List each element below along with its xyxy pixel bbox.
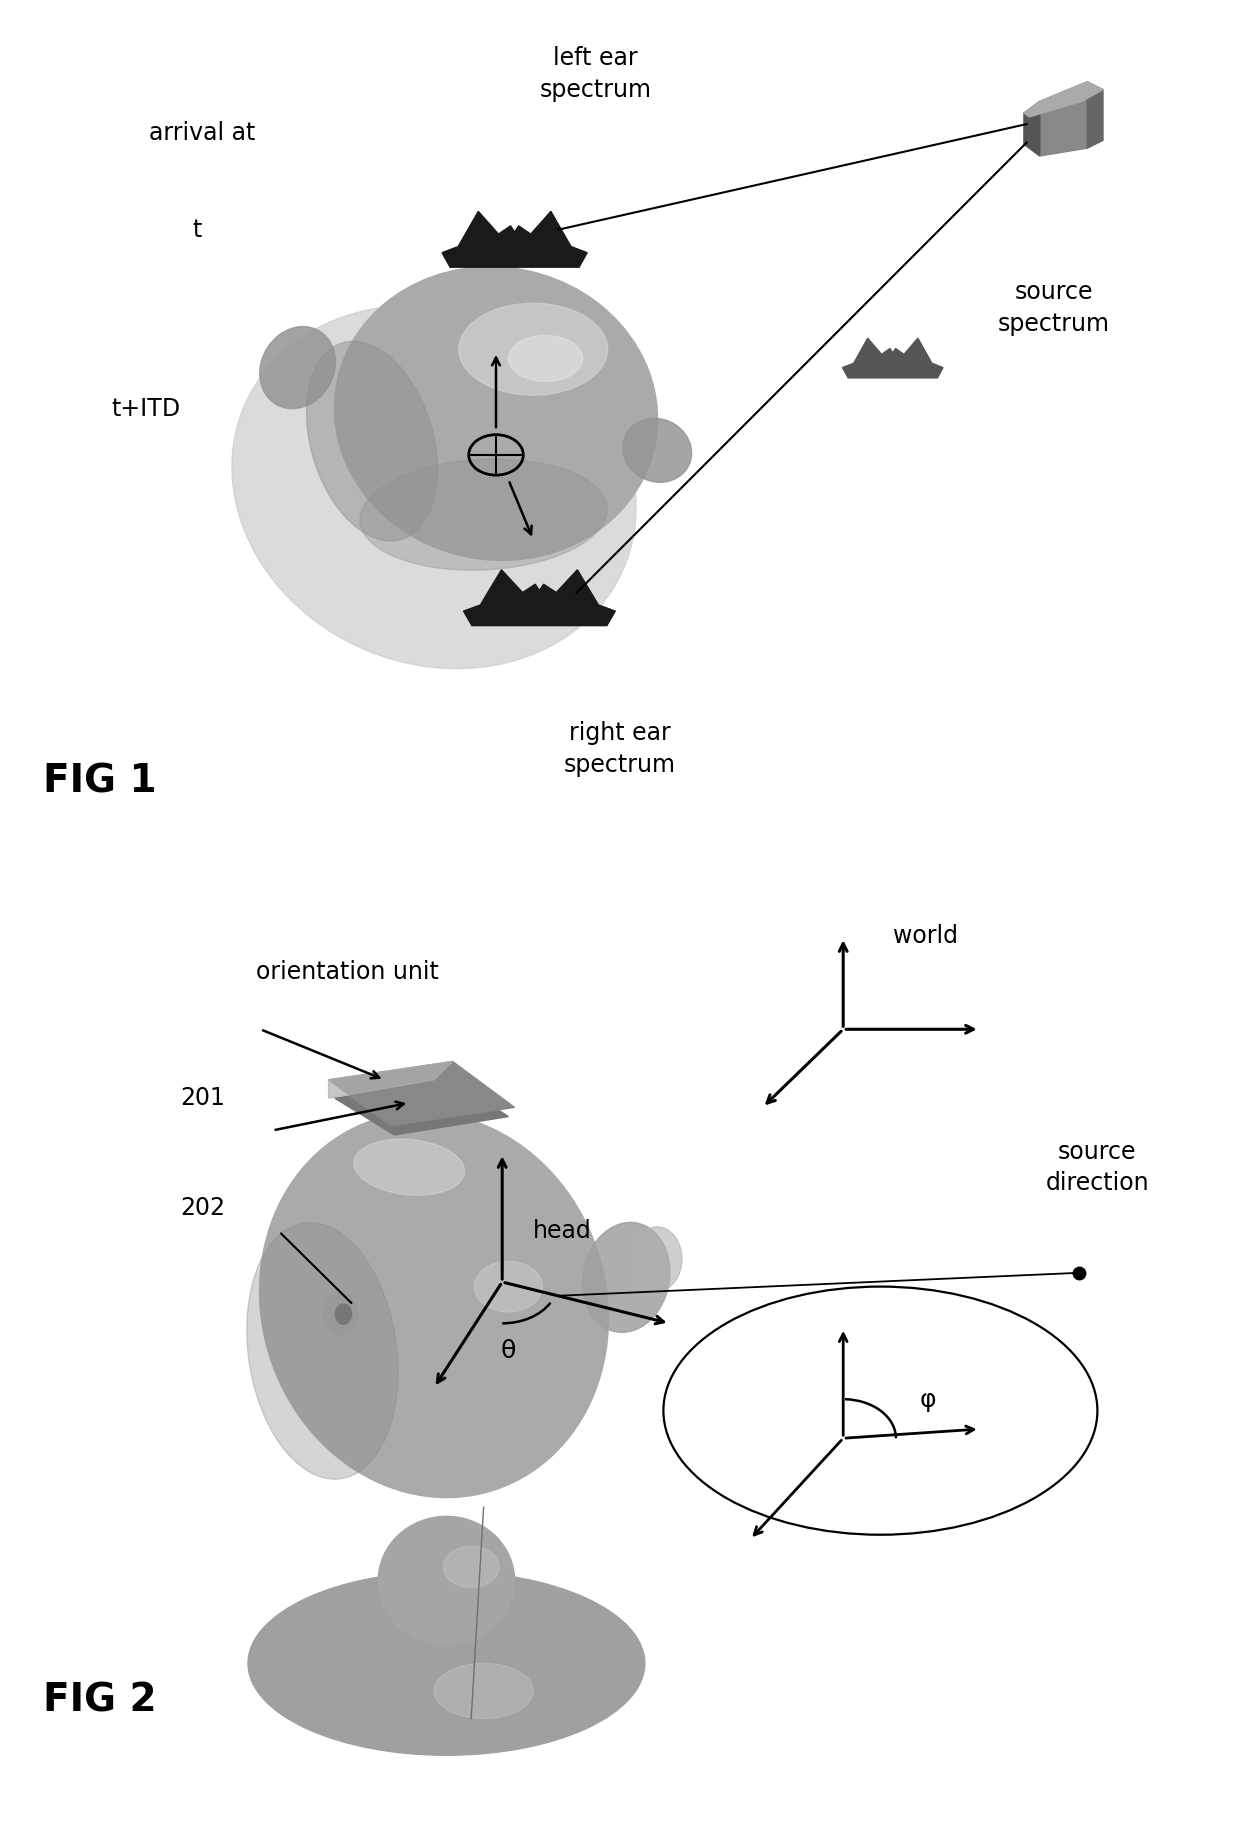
Ellipse shape [324,1294,358,1334]
Text: orientation unit: orientation unit [255,959,439,985]
Ellipse shape [353,1140,465,1195]
Ellipse shape [247,1222,398,1480]
Text: world: world [893,923,957,948]
Text: right ear
spectrum: right ear spectrum [564,720,676,777]
Ellipse shape [508,335,583,380]
Ellipse shape [335,1305,352,1323]
Polygon shape [464,610,615,625]
Text: θ: θ [501,1338,516,1364]
Polygon shape [335,1079,508,1134]
Text: t: t [192,217,202,243]
Ellipse shape [259,327,336,408]
Text: 201: 201 [180,1086,224,1110]
Ellipse shape [583,1222,670,1333]
Text: source
spectrum: source spectrum [998,279,1110,336]
Ellipse shape [335,267,657,561]
Ellipse shape [306,342,438,540]
Ellipse shape [360,460,608,570]
Polygon shape [441,252,587,267]
Polygon shape [1024,101,1040,156]
Polygon shape [1040,83,1087,156]
Polygon shape [329,1062,515,1125]
Ellipse shape [444,1546,498,1588]
Ellipse shape [259,1112,609,1498]
Polygon shape [441,211,587,252]
Polygon shape [843,368,944,379]
Ellipse shape [632,1228,682,1290]
Text: t+ITD: t+ITD [112,397,181,421]
Ellipse shape [248,1571,645,1755]
Ellipse shape [622,419,692,482]
Ellipse shape [459,303,608,395]
Ellipse shape [232,305,636,669]
Polygon shape [1087,83,1104,149]
Ellipse shape [474,1261,543,1312]
Text: left ear
spectrum: left ear spectrum [539,46,651,101]
Text: head: head [533,1219,591,1244]
Text: FIG 1: FIG 1 [43,763,157,800]
Ellipse shape [434,1663,533,1719]
Text: arrival at: arrival at [149,121,255,145]
Polygon shape [464,570,615,610]
Text: φ: φ [919,1388,936,1412]
Text: 202: 202 [180,1197,224,1220]
Polygon shape [329,1062,453,1099]
Polygon shape [843,338,944,368]
Text: source
direction: source direction [1045,1140,1149,1195]
Polygon shape [1024,83,1104,118]
Text: FIG 2: FIG 2 [43,1682,157,1719]
Ellipse shape [378,1516,515,1645]
